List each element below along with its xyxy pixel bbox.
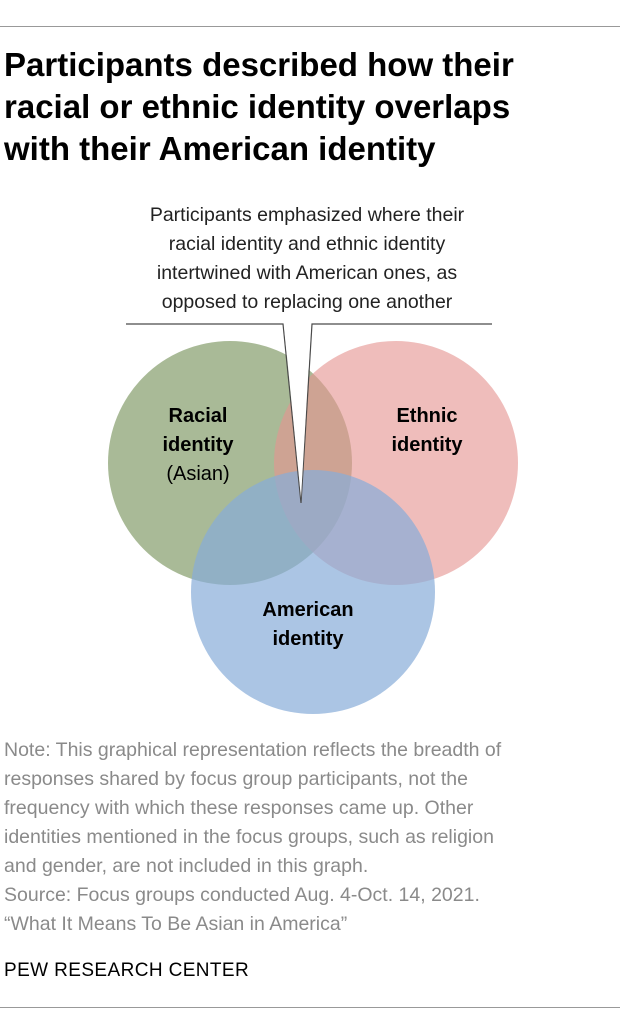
chart-title: Participants described how their racial … <box>4 44 604 170</box>
american-label-line: identity <box>272 628 344 650</box>
racial-sublabel: (Asian) <box>166 463 229 485</box>
venn-diagram: Participants emphasized where their raci… <box>108 204 518 714</box>
callout-pointer <box>126 323 492 504</box>
callout-line: opposed to replacing one another <box>162 291 453 313</box>
title-line: racial or ethnic identity overlaps <box>4 88 511 125</box>
ethnic-label-line: Ethnic <box>396 405 457 427</box>
note-text: Note: This graphical representation refl… <box>4 736 604 939</box>
american-identity-circle <box>191 470 435 714</box>
bottom-rule <box>0 1007 620 1008</box>
callout-text: Participants emphasized where their raci… <box>150 204 465 313</box>
note-line: identities mentioned in the focus groups… <box>4 826 494 848</box>
racial-label-line: Racial <box>169 405 228 427</box>
american-label-line: American <box>262 599 353 621</box>
callout-line: racial identity and ethnic identity <box>169 233 446 255</box>
callout-pointer-fill <box>284 326 311 498</box>
note-line: responses shared by focus group particip… <box>4 768 468 790</box>
note-line: and gender, are not included in this gra… <box>4 855 369 877</box>
circle-labels: Racial identity (Asian) Ethnic identity … <box>162 405 463 650</box>
title-line: with their American identity <box>4 130 436 167</box>
source-line: Source: Focus groups conducted Aug. 4-Oc… <box>4 884 480 906</box>
source-line: “What It Means To Be Asian in America” <box>4 913 348 935</box>
ethnic-label-line: identity <box>391 434 463 456</box>
racial-label-line: identity <box>162 434 234 456</box>
title-line: Participants described how their <box>4 46 514 83</box>
organization-name: PEW RESEARCH CENTER <box>4 960 250 981</box>
note-line: frequency with which these responses cam… <box>4 797 474 819</box>
top-rule <box>0 26 620 27</box>
callout-line: Participants emphasized where their <box>150 204 465 226</box>
note-line: Note: This graphical representation refl… <box>4 739 502 761</box>
callout-line: intertwined with American ones, as <box>157 262 457 284</box>
